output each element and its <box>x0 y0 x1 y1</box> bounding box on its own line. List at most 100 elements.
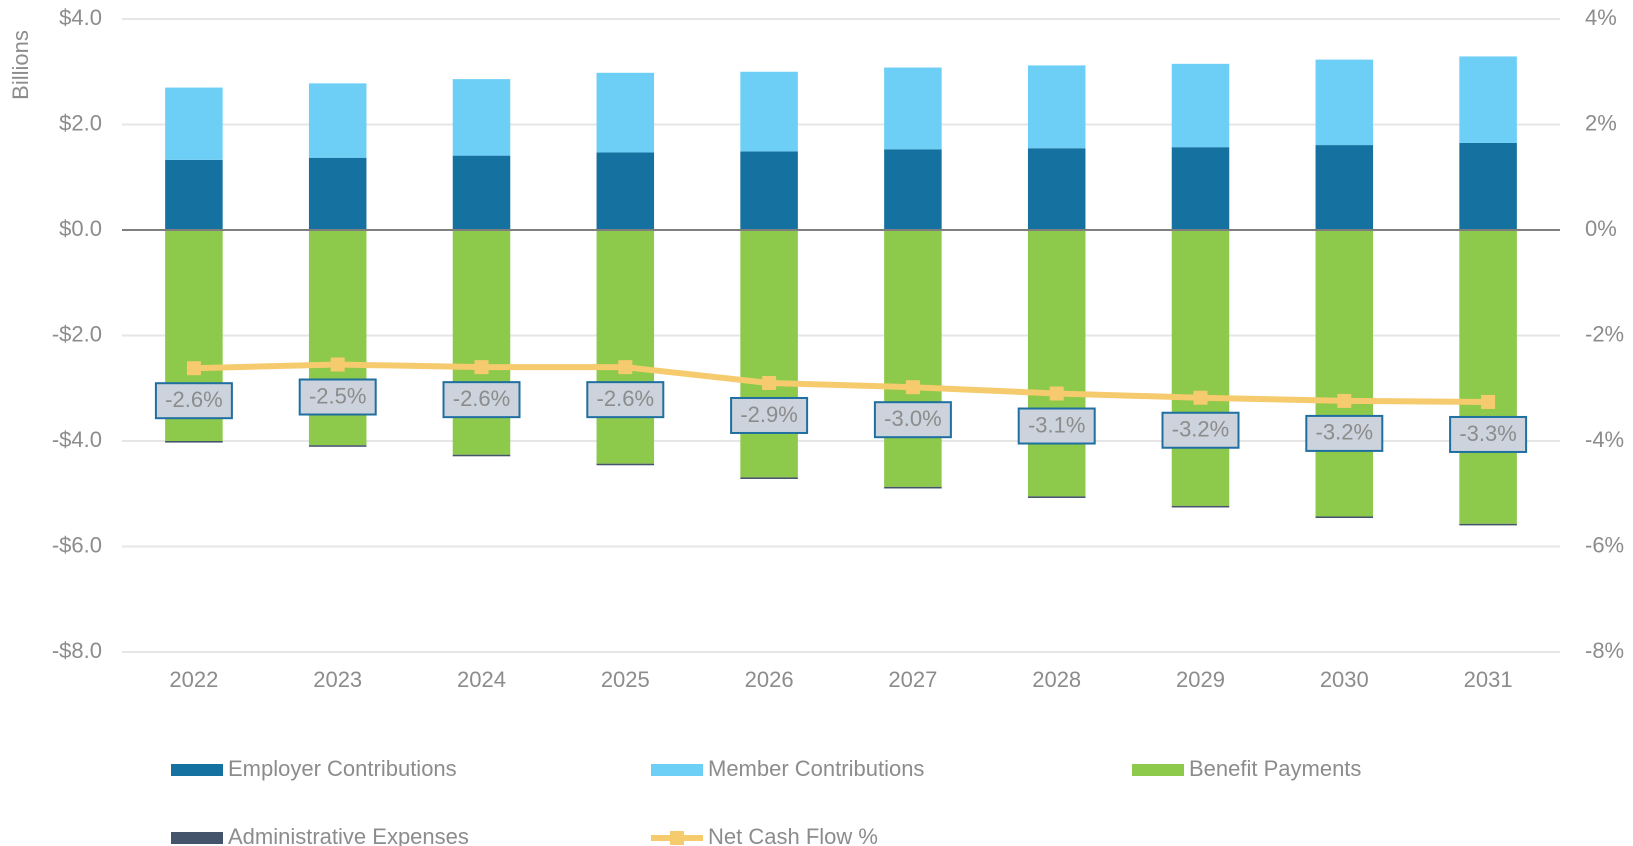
x-tick-label: 2027 <box>888 667 937 692</box>
y2-tick-label: 2% <box>1585 110 1617 135</box>
bar-segment <box>452 155 511 230</box>
data-label: -3.1% <box>1028 412 1085 437</box>
data-label: -2.9% <box>740 402 797 427</box>
data-label-box <box>730 396 809 434</box>
y2-tick-label: 0% <box>1585 216 1617 241</box>
line <box>193 361 1489 405</box>
bar-segment <box>1315 59 1374 146</box>
legend-label: Member Contributions <box>708 756 924 781</box>
legend-swatch <box>651 764 703 776</box>
bar-segment <box>740 71 798 152</box>
data-label-box <box>1449 415 1528 453</box>
legend-marker <box>670 831 684 845</box>
line-marker <box>1337 393 1352 408</box>
bar-segment <box>452 230 511 455</box>
bar-segment <box>165 441 223 443</box>
bar-segment <box>1171 147 1230 230</box>
data-label: -3.2% <box>1172 417 1229 442</box>
line-marker <box>618 360 633 375</box>
data-label-box <box>873 401 952 439</box>
bar-segment <box>1027 65 1086 149</box>
data-label-box <box>298 378 377 416</box>
legend-label: Administrative Expenses <box>228 824 469 846</box>
bar-segment <box>1459 230 1517 524</box>
y-tick-label: -$2.0 <box>52 321 102 346</box>
x-tick-label: 2029 <box>1176 667 1225 692</box>
y2-tick-label: -8% <box>1585 638 1624 663</box>
bar-segment <box>740 151 798 230</box>
y2-tick-label: -4% <box>1585 427 1624 452</box>
x-tick-label: 2030 <box>1320 667 1369 692</box>
y-tick-label: -$8.0 <box>52 638 102 663</box>
line-marker <box>905 380 920 395</box>
bar-segment <box>1459 56 1517 143</box>
data-label: -2.6% <box>453 386 510 411</box>
bar-segment <box>1027 496 1086 498</box>
line-marker <box>474 360 489 375</box>
legend-swatch <box>171 832 223 844</box>
y-tick-label: $0.0 <box>59 216 102 241</box>
data-label-box <box>154 382 233 420</box>
data-label: -2.5% <box>309 383 366 408</box>
legend-swatch <box>1132 764 1184 776</box>
bar-segment <box>1459 523 1517 526</box>
line-marker <box>1049 386 1064 401</box>
bar-segment <box>596 463 655 466</box>
bar-segment <box>1459 142 1517 230</box>
x-tick-label: 2026 <box>745 667 794 692</box>
bar-segment <box>1027 230 1086 497</box>
line-marker <box>762 375 777 390</box>
y-tick-label: $2.0 <box>59 110 102 135</box>
bar-segment <box>884 149 942 230</box>
x-tick-label: 2024 <box>457 667 506 692</box>
y2-tick-label: -6% <box>1585 532 1624 557</box>
bar-segment <box>596 230 655 464</box>
bar-segment <box>452 454 511 457</box>
data-label-box <box>1305 414 1384 452</box>
data-label: -3.3% <box>1459 421 1516 446</box>
bar-segment <box>1171 505 1230 508</box>
bar-segment <box>1171 63 1230 148</box>
line-marker <box>1481 394 1496 409</box>
y2-tick-label: -2% <box>1585 321 1624 346</box>
data-label: -3.2% <box>1316 420 1373 445</box>
bar-segment <box>165 159 223 230</box>
bar-segment <box>308 83 367 158</box>
bar-segment <box>884 67 942 150</box>
bar-segment <box>1315 230 1374 517</box>
bar-segment <box>1027 148 1086 230</box>
y-tick-label: -$4.0 <box>52 427 102 452</box>
legend-swatch <box>171 764 223 776</box>
bar-segment <box>165 87 223 160</box>
bar-segment <box>1171 230 1230 506</box>
y-tick-label: $4.0 <box>59 5 102 30</box>
data-label: -2.6% <box>597 386 654 411</box>
x-tick-label: 2028 <box>1032 667 1081 692</box>
data-label: -3.0% <box>884 406 941 431</box>
x-tick-label: 2023 <box>313 667 362 692</box>
bar-segment <box>1315 145 1374 230</box>
y2-tick-label: 4% <box>1585 5 1617 30</box>
line-marker <box>330 357 345 372</box>
bar-segment <box>596 152 655 230</box>
y-axis-label: Billions <box>8 30 33 100</box>
legend-label: Employer Contributions <box>228 756 457 781</box>
bar-segment <box>452 79 511 156</box>
data-label-box <box>442 381 521 419</box>
line-marker <box>186 361 201 376</box>
bar-segment <box>884 486 942 489</box>
bar-segment <box>1315 516 1374 519</box>
bar-segment <box>740 477 798 479</box>
x-tick-label: 2025 <box>601 667 650 692</box>
legend-label: Net Cash Flow % <box>708 824 878 846</box>
data-label: -2.6% <box>165 387 222 412</box>
bar-segment <box>596 72 655 153</box>
data-label-box <box>586 381 665 419</box>
y-tick-label: -$6.0 <box>52 532 102 557</box>
bar-segment <box>884 230 942 487</box>
bar-segment <box>308 157 367 230</box>
data-label-box <box>1017 407 1096 445</box>
x-tick-label: 2031 <box>1464 667 1513 692</box>
legend-label: Benefit Payments <box>1189 756 1361 781</box>
